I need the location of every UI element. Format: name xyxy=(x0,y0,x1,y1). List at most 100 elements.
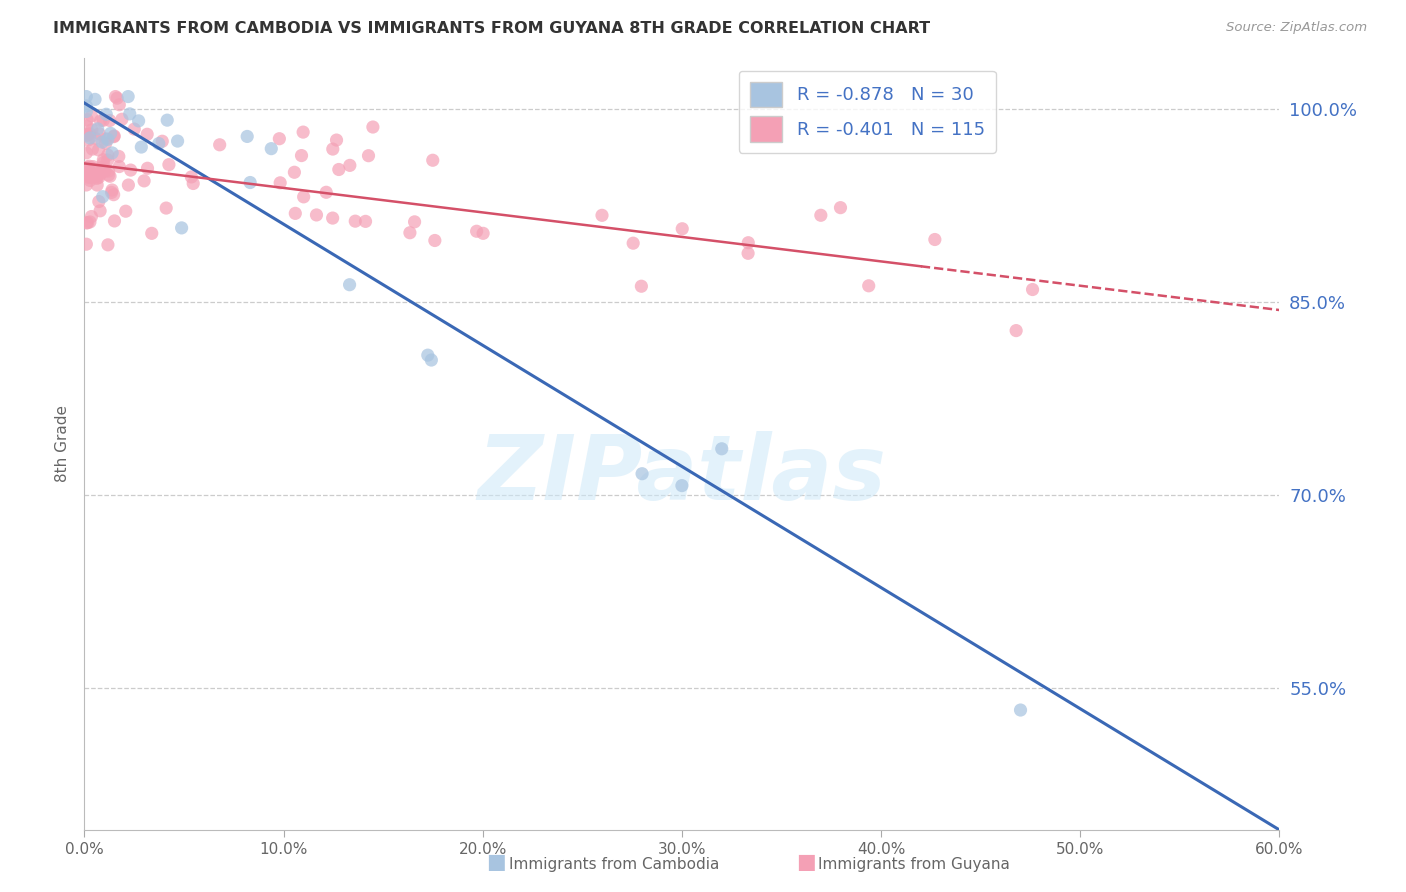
Legend: R = -0.878   N = 30, R = -0.401   N = 115: R = -0.878 N = 30, R = -0.401 N = 115 xyxy=(738,70,995,153)
Point xyxy=(103,128,125,143)
Point xyxy=(76,216,98,230)
Point xyxy=(75,99,97,113)
Point xyxy=(118,107,141,121)
Point xyxy=(420,353,443,368)
Point xyxy=(292,190,315,204)
Point xyxy=(103,129,125,144)
Text: IMMIGRANTS FROM CAMBODIA VS IMMIGRANTS FROM GUYANA 8TH GRADE CORRELATION CHART: IMMIGRANTS FROM CAMBODIA VS IMMIGRANTS F… xyxy=(53,21,931,36)
Point xyxy=(76,119,98,133)
Point xyxy=(150,134,173,148)
Point xyxy=(305,208,328,222)
Point xyxy=(239,176,262,190)
Point xyxy=(76,216,98,230)
Point xyxy=(84,131,107,145)
Point xyxy=(97,153,120,167)
Text: Source: ZipAtlas.com: Source: ZipAtlas.com xyxy=(1226,21,1367,34)
Point xyxy=(344,214,367,228)
Point xyxy=(710,442,733,456)
Point xyxy=(94,132,117,146)
Point xyxy=(236,129,259,144)
Point xyxy=(283,165,305,179)
Point xyxy=(465,224,488,238)
Point xyxy=(208,137,231,152)
Point xyxy=(136,161,159,176)
Point xyxy=(108,97,131,112)
Point xyxy=(361,120,384,134)
Point xyxy=(77,170,100,185)
Point xyxy=(322,211,344,225)
Point xyxy=(114,204,136,219)
Point xyxy=(591,208,613,222)
Point xyxy=(103,187,125,202)
Point xyxy=(1021,283,1043,297)
Point xyxy=(1005,324,1028,338)
Point xyxy=(80,122,103,136)
Point xyxy=(77,159,100,173)
Point xyxy=(103,214,125,228)
Point xyxy=(180,169,202,184)
Point xyxy=(91,135,114,149)
Point xyxy=(1010,703,1032,717)
Point xyxy=(269,176,291,190)
Point xyxy=(631,467,654,481)
Point xyxy=(621,236,644,251)
Point xyxy=(82,160,104,174)
Point xyxy=(79,131,101,145)
Point xyxy=(357,149,380,163)
Point xyxy=(108,160,131,174)
Point xyxy=(630,279,652,293)
Point xyxy=(141,227,163,241)
Point xyxy=(155,201,177,215)
Point xyxy=(97,148,120,162)
Point xyxy=(87,170,110,185)
Point xyxy=(136,128,159,142)
Point xyxy=(89,127,111,141)
Point xyxy=(87,194,110,209)
Point xyxy=(339,277,361,292)
Point xyxy=(75,178,97,192)
Point xyxy=(75,145,97,160)
Point xyxy=(181,177,204,191)
Point xyxy=(79,215,101,229)
Point xyxy=(91,160,114,174)
Point xyxy=(105,91,128,105)
Point xyxy=(79,173,101,187)
Point xyxy=(117,89,139,103)
Point xyxy=(810,208,832,222)
Point xyxy=(93,153,115,167)
Point xyxy=(322,142,344,156)
Point xyxy=(422,153,444,168)
Point xyxy=(166,134,188,148)
Point xyxy=(80,210,103,224)
Point xyxy=(97,168,120,182)
Point xyxy=(82,161,104,176)
Y-axis label: 8th Grade: 8th Grade xyxy=(55,405,70,483)
Point xyxy=(82,142,104,156)
Point xyxy=(148,136,170,151)
Point xyxy=(157,158,180,172)
Point xyxy=(91,113,114,128)
Point xyxy=(122,122,145,136)
Point xyxy=(97,164,120,178)
Point xyxy=(96,107,118,121)
Point xyxy=(328,162,350,177)
Point xyxy=(89,203,111,218)
Point xyxy=(120,163,142,178)
Point xyxy=(86,178,108,192)
Point xyxy=(260,142,283,156)
Point xyxy=(75,89,97,103)
Point xyxy=(156,113,179,128)
Text: ZIPatlas: ZIPatlas xyxy=(478,431,886,518)
Point xyxy=(423,234,446,248)
Point xyxy=(269,131,291,145)
Point xyxy=(132,174,155,188)
Point xyxy=(858,278,880,293)
Point xyxy=(86,121,108,136)
Point xyxy=(671,221,693,235)
Point xyxy=(170,220,193,235)
Point xyxy=(86,171,108,186)
Point xyxy=(84,168,107,182)
Point xyxy=(89,113,111,128)
Point xyxy=(472,227,495,241)
Point xyxy=(830,201,852,215)
